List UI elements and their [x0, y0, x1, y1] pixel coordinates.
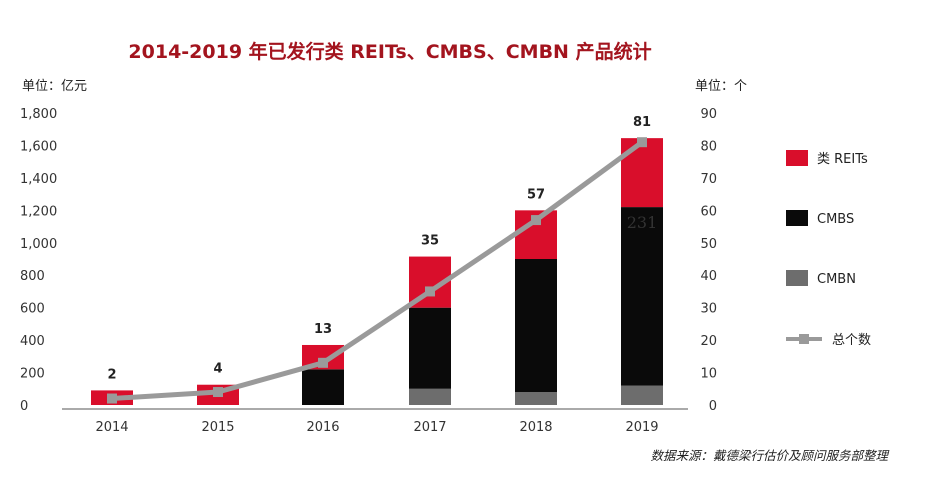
data-label: 13: [314, 322, 332, 337]
x-tick-label: 2019: [625, 420, 658, 435]
right-tick-label: 0: [709, 399, 717, 414]
bars-group: [91, 138, 663, 405]
right-axis-ticks: 0 10 20 30 40 50 60 70 80 90: [700, 107, 717, 414]
right-tick-label: 90: [700, 107, 717, 122]
total-count-point: [318, 357, 328, 368]
left-tick-label: 1,000: [20, 237, 57, 252]
legend: 类 REITs CMBS CMBN 总个数: [786, 150, 871, 348]
right-tick-label: 20: [700, 334, 717, 349]
data-label: 4: [213, 362, 222, 377]
data-labels: 2 4 13 35 57 81: [107, 115, 651, 382]
stray-number-text: 231: [627, 213, 658, 232]
right-tick-label: 60: [700, 204, 717, 219]
left-axis-ticks: 0 200 400 600 800 1,000 1,200 1,400 1,600 1,800: [20, 107, 57, 414]
total-count-point: [107, 393, 117, 404]
data-label: 57: [527, 187, 545, 202]
x-axis-ticks: 2014 2015 2016 2017 2018 2019: [95, 420, 658, 435]
total-count-point: [213, 387, 223, 398]
x-tick-label: 2017: [413, 420, 446, 435]
right-tick-label: 70: [700, 172, 717, 187]
left-tick-label: 800: [20, 269, 45, 284]
total-count-point: [637, 137, 647, 148]
legend-label: 类 REITs: [817, 152, 868, 167]
legend-line-marker: [799, 334, 809, 344]
left-tick-label: 1,200: [20, 204, 57, 219]
right-tick-label: 30: [700, 302, 717, 317]
right-tick-label: 50: [700, 237, 717, 252]
bar-segment-cmbn: [621, 385, 663, 405]
bar-segment-类-reits: [621, 138, 663, 208]
legend-label: CMBN: [817, 272, 856, 287]
right-axis-unit: 单位：个: [695, 79, 747, 94]
data-label: 81: [633, 115, 651, 130]
left-tick-label: 400: [20, 334, 45, 349]
total-count-point: [531, 215, 541, 226]
left-tick-label: 1,600: [20, 139, 57, 154]
x-tick-label: 2015: [201, 420, 234, 435]
bar-segment-cmbn: [515, 392, 557, 405]
total-count-line-layer: [107, 137, 647, 404]
total-count-point: [425, 286, 435, 297]
data-label: 35: [421, 234, 439, 249]
left-axis-unit: 单位：亿元: [22, 79, 87, 94]
x-tick-label: 2014: [95, 420, 128, 435]
bar-segment-cmbs: [621, 207, 663, 386]
right-tick-label: 80: [700, 139, 717, 154]
bar-segment-cmbn: [409, 388, 451, 405]
legend-swatch: [786, 210, 808, 226]
legend-swatch: [786, 270, 808, 286]
left-tick-label: 600: [20, 302, 45, 317]
left-tick-label: 200: [20, 367, 45, 382]
source-note: 数据来源：戴德梁行估价及顾问服务部整理: [650, 448, 889, 463]
x-tick-label: 2018: [519, 420, 552, 435]
right-tick-label: 10: [700, 367, 717, 382]
x-tick-label: 2016: [306, 420, 339, 435]
bar-segment-cmbs: [515, 259, 557, 393]
legend-label: 总个数: [832, 333, 871, 348]
legend-swatch: [786, 150, 808, 166]
left-tick-label: 1,400: [20, 172, 57, 187]
right-tick-label: 40: [700, 269, 717, 284]
bar-segment-cmbs: [302, 369, 344, 405]
bar-segment-cmbs: [409, 307, 451, 389]
legend-label: CMBS: [817, 212, 854, 227]
left-tick-label: 1,800: [20, 107, 57, 122]
total-count-line: [111, 140, 644, 402]
chart-title: 2014-2019 年已发行类 REITs、CMBS、CMBN 产品统计: [128, 40, 651, 63]
left-tick-label: 0: [20, 399, 28, 414]
data-label: 2: [107, 367, 116, 382]
